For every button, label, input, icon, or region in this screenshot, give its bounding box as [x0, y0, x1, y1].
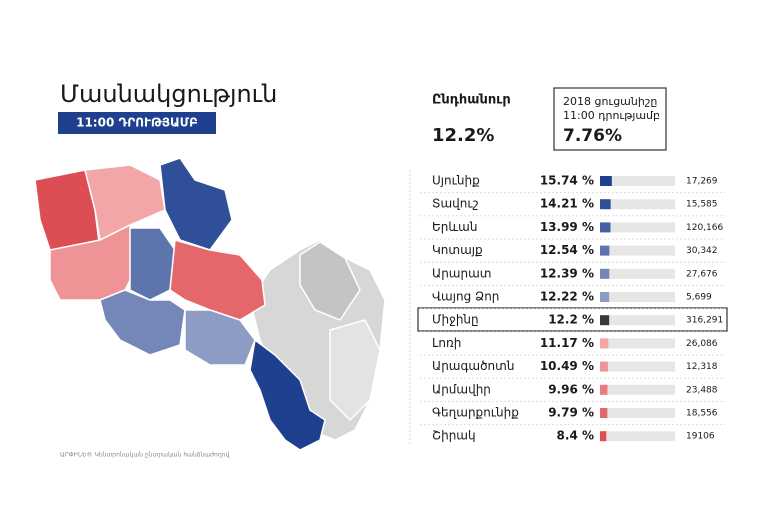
row-label: Լոռի [432, 336, 461, 350]
bar [600, 292, 610, 302]
value-label: 15.74 % [540, 174, 594, 188]
bar-track [600, 315, 675, 326]
bar [600, 199, 611, 210]
value-label: 12.2 % [548, 313, 594, 327]
count: 30,342 [686, 246, 718, 256]
region [169, 239, 266, 321]
bar [600, 408, 608, 418]
row-label: Արմավիր [432, 382, 491, 396]
bar [600, 176, 612, 186]
title: Մասնակցություն [60, 80, 277, 108]
bar-track [600, 408, 675, 418]
bar-track [600, 199, 675, 210]
value-label: 11.17 % [540, 336, 594, 350]
bar-track [600, 384, 675, 395]
region [84, 164, 166, 242]
row-label: Արագածոտն [432, 359, 514, 373]
row-label: Շիրակ [432, 429, 476, 443]
count: 26,086 [686, 339, 718, 349]
average-row-box [417, 307, 728, 332]
row-label: Երևան [432, 220, 477, 234]
value-label: 13.99 % [540, 220, 594, 234]
bar [600, 222, 611, 233]
value-label: 8.4 % [557, 429, 594, 443]
prev-label: 11:00 դրությամբ [563, 109, 660, 122]
count: 23,488 [686, 385, 718, 395]
count: 19106 [686, 432, 715, 442]
value-label: 9.79 % [548, 406, 594, 420]
value-label: 14.21 % [540, 197, 594, 211]
region [249, 338, 326, 451]
map [34, 157, 386, 451]
row-label: Սյունիք [432, 174, 480, 188]
bar-track [600, 245, 675, 256]
bar-track [600, 431, 675, 442]
count: 27,676 [686, 269, 718, 279]
row-label: Միջինը [432, 313, 479, 327]
region [159, 157, 233, 251]
bar [600, 361, 608, 372]
row-label: Տավուշ [432, 197, 479, 211]
region [329, 319, 381, 422]
prev-value: 7.76% [563, 126, 622, 146]
bar-track [600, 222, 675, 233]
region [99, 289, 186, 356]
value-label: 9.96 % [548, 382, 594, 396]
bar-track [600, 268, 675, 279]
bar [600, 338, 609, 349]
bar [600, 315, 610, 326]
bar-track [600, 361, 675, 372]
value-label: 12.22 % [540, 290, 594, 304]
count: 12,318 [686, 362, 718, 372]
count: 5,699 [686, 293, 712, 303]
footer: ԱՐՓԻՆԵ® Կենտրոնական ընտրական հանձնաժողով [60, 452, 229, 459]
count: 18,556 [686, 409, 718, 419]
row-label: Վայոց Ձոր [432, 290, 499, 304]
bar [600, 431, 607, 442]
bar [600, 245, 610, 256]
badge: 11:00 ԴՐՈՒԹՅԱՄԲ [76, 116, 198, 130]
row-label: Գեղարքունիք [432, 406, 519, 420]
region [129, 227, 176, 301]
count: 316,291 [686, 316, 723, 326]
total-label: Ընդհանուր [432, 93, 511, 108]
region [299, 241, 361, 321]
badge-bg [58, 112, 216, 134]
row-label: Արարատ [432, 266, 491, 280]
count: 17,269 [686, 177, 718, 187]
count: 15,585 [686, 200, 718, 210]
total-value: 12.2% [432, 125, 494, 146]
row-label: Կոտայք [432, 243, 483, 257]
bar-track [600, 292, 675, 302]
bar-track [600, 338, 675, 349]
count: 120,166 [686, 223, 723, 233]
region [184, 309, 256, 366]
prev-box [553, 87, 667, 151]
value-label: 10.49 % [540, 359, 594, 373]
value-label: 12.39 % [540, 266, 594, 280]
bar [600, 384, 608, 395]
bar [600, 268, 610, 279]
prev-label: 2018 ցուցանիշը [563, 95, 657, 108]
bar-track [600, 176, 675, 186]
value-label: 12.54 % [540, 243, 594, 257]
